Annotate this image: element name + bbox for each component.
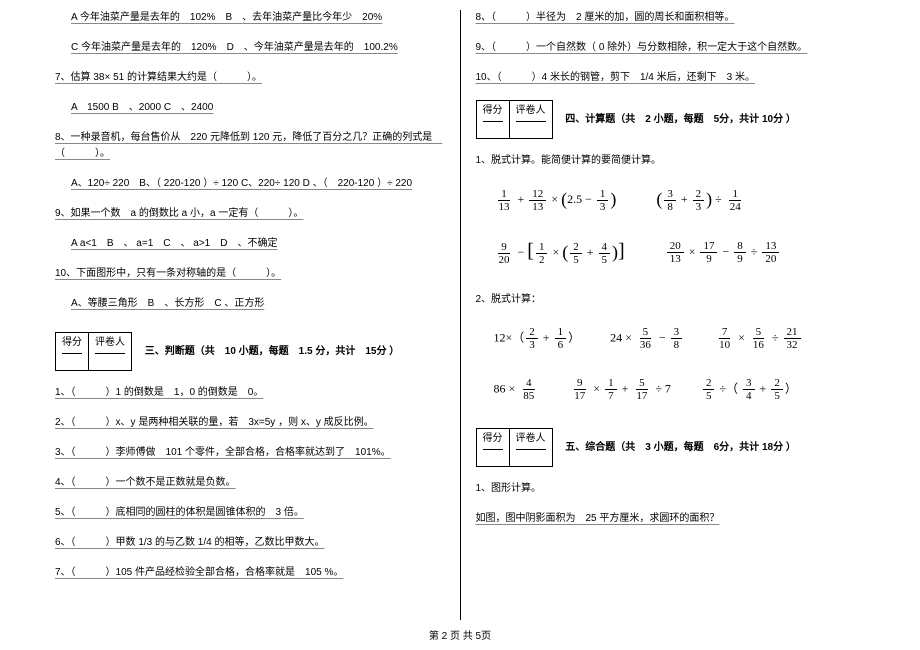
- expr-5: 12×（23 + 16）: [494, 326, 581, 351]
- comp-1-body: 如图，图中阴影面积为 25 平方厘米，求圆环的面积？: [476, 511, 866, 527]
- score-label: 得分: [62, 335, 82, 354]
- question-7-opts: A 1500 B 、2000 C 、2400: [55, 100, 445, 116]
- grader-label: 评卷人: [516, 431, 546, 450]
- score-cell: 得分: [56, 333, 89, 370]
- expr-6: 24 × 536 − 38: [610, 326, 684, 351]
- expr-2: (38 + 23) ÷ 124: [656, 187, 745, 213]
- grader-cell: 评卷人: [510, 429, 552, 466]
- question-8: 8、一种录音机，每台售价从 220 元降低到 120 元，降低了百分之几？正确的…: [55, 130, 445, 162]
- judge-8: 8、（ ）半径为 2 厘米的加，圆的周长和面积相等。: [476, 10, 866, 26]
- judge-9: 9、（ ）一个自然数（ 0 除外）与分数相除，积一定大于这个自然数。: [476, 40, 866, 56]
- judge-1: 1、（ ）1 的倒数是 1，0 的倒数是 0。: [55, 385, 445, 401]
- grader-label: 评卷人: [516, 103, 546, 122]
- section-4-title: 四、计算题（共 2 小题，每题 5分，共计 10分 ）: [565, 112, 796, 128]
- page-footer: 第 2 页 共 5页: [0, 627, 920, 642]
- score-box: 得分 评卷人: [476, 100, 553, 139]
- right-column: 8、（ ）半径为 2 厘米的加，圆的周长和面积相等。 9、（ ）一个自然数（ 0…: [461, 10, 881, 620]
- expr-8: 86 × 485: [494, 377, 540, 402]
- judge-5: 5、（ ）底相同的圆柱的体积是圆锥体积的 3 倍。: [55, 505, 445, 521]
- grader-cell: 评卷人: [89, 333, 131, 370]
- judge-4: 4、（ ）一个数不是正数就是负数。: [55, 475, 445, 491]
- judge-3: 3、（ ）李师傅做 101 个零件，全部合格，合格率就达到了 101%。: [55, 445, 445, 461]
- question-10: 10、下面图形中，只有一条对称轴的是（ ）。: [55, 266, 445, 282]
- score-label: 得分: [483, 431, 503, 450]
- question-10-opts: A、等腰三角形 B 、长方形 C 、正方形: [55, 296, 445, 312]
- question-8-opts: A、120÷ 220 B、（ 220-120 ）÷ 120 C、220÷ 120…: [55, 176, 445, 192]
- expr-4: 2013 × 179 − 89 ÷ 1320: [665, 240, 782, 265]
- question-9-opts: A a<1 B 、 a=1 C 、 a>1 D 、不确定: [55, 236, 445, 252]
- page: A 今年油菜产量是去年的 102% B 、去年油菜产量比今年少 20% C 今年…: [0, 0, 920, 620]
- judge-7: 7、（ ）105 件产品经检验全部合格，合格率就是 105 %。: [55, 565, 445, 581]
- score-cell: 得分: [477, 101, 510, 138]
- option-line-c: C 今年油菜产量是去年的 120% D 、今年油菜产量是去年的 100.2%: [55, 40, 445, 56]
- section-3-header: 得分 评卷人 三、判断题（共 10 小题，每题 1.5 分，共计 15分 ）: [55, 332, 445, 371]
- section-4-header: 得分 评卷人 四、计算题（共 2 小题，每题 5分，共计 10分 ）: [476, 100, 866, 139]
- expr-9: 917 × 17 + 517 ÷ 7: [569, 377, 671, 402]
- judge-2: 2、（ ）x、y 是两种相关联的量，若 3x=5y ，则 x、y 成反比例。: [55, 415, 445, 431]
- score-label: 得分: [483, 103, 503, 122]
- judge-6: 6、（ ）甲数 1/3 的与乙数 1/4 的相等，乙数比甲数大。: [55, 535, 445, 551]
- section-5-title: 五、综合题（共 3 小题，每题 6分，共计 18分 ）: [565, 440, 796, 456]
- comp-1-title: 1、图形计算。: [476, 481, 866, 497]
- question-7: 7、估算 38× 51 的计算结果大约是（ ）。: [55, 70, 445, 86]
- section-3-title: 三、判断题（共 10 小题，每题 1.5 分，共计 15分 ）: [145, 344, 399, 360]
- calc-row-2: 920 − [12 × (25 + 45)] 2013 × 179 − 89 ÷…: [494, 239, 866, 266]
- expr-10: 25 ÷（ 34 + 25）: [701, 377, 797, 402]
- calc-2-title: 2、脱式计算：: [476, 292, 866, 308]
- option-line-a: A 今年油菜产量是去年的 102% B 、去年油菜产量比今年少 20%: [55, 10, 445, 26]
- calc-row-3: 12×（23 + 16） 24 × 536 − 38 710 × 516 ÷ 2…: [494, 326, 866, 351]
- score-cell: 得分: [477, 429, 510, 466]
- score-box: 得分 评卷人: [55, 332, 132, 371]
- expr-7: 710 × 516 ÷ 2132: [714, 326, 802, 351]
- grader-label: 评卷人: [95, 335, 125, 354]
- expr-3: 920 − [12 × (25 + 45)]: [494, 239, 625, 266]
- score-box: 得分 评卷人: [476, 428, 553, 467]
- left-column: A 今年油菜产量是去年的 102% B 、去年油菜产量比今年少 20% C 今年…: [40, 10, 461, 620]
- question-9: 9、如果一个数 a 的倒数比 a 小，a 一定有（ ）。: [55, 206, 445, 222]
- grader-cell: 评卷人: [510, 101, 552, 138]
- expr-1: 113 + 1213 × (2.5 − 13): [494, 187, 617, 213]
- calc-row-4: 86 × 485 917 × 17 + 517 ÷ 7 25 ÷（ 34 + 2…: [494, 377, 866, 402]
- judge-10: 10、（ ）4 米长的钢管，剪下 1/4 米后，还剩下 3 米。: [476, 70, 866, 86]
- calc-1-title: 1、脱式计算。能简便计算的要简便计算。: [476, 153, 866, 169]
- section-5-header: 得分 评卷人 五、综合题（共 3 小题，每题 6分，共计 18分 ）: [476, 428, 866, 467]
- calc-row-1: 113 + 1213 × (2.5 − 13) (38 + 23) ÷ 124: [494, 187, 866, 213]
